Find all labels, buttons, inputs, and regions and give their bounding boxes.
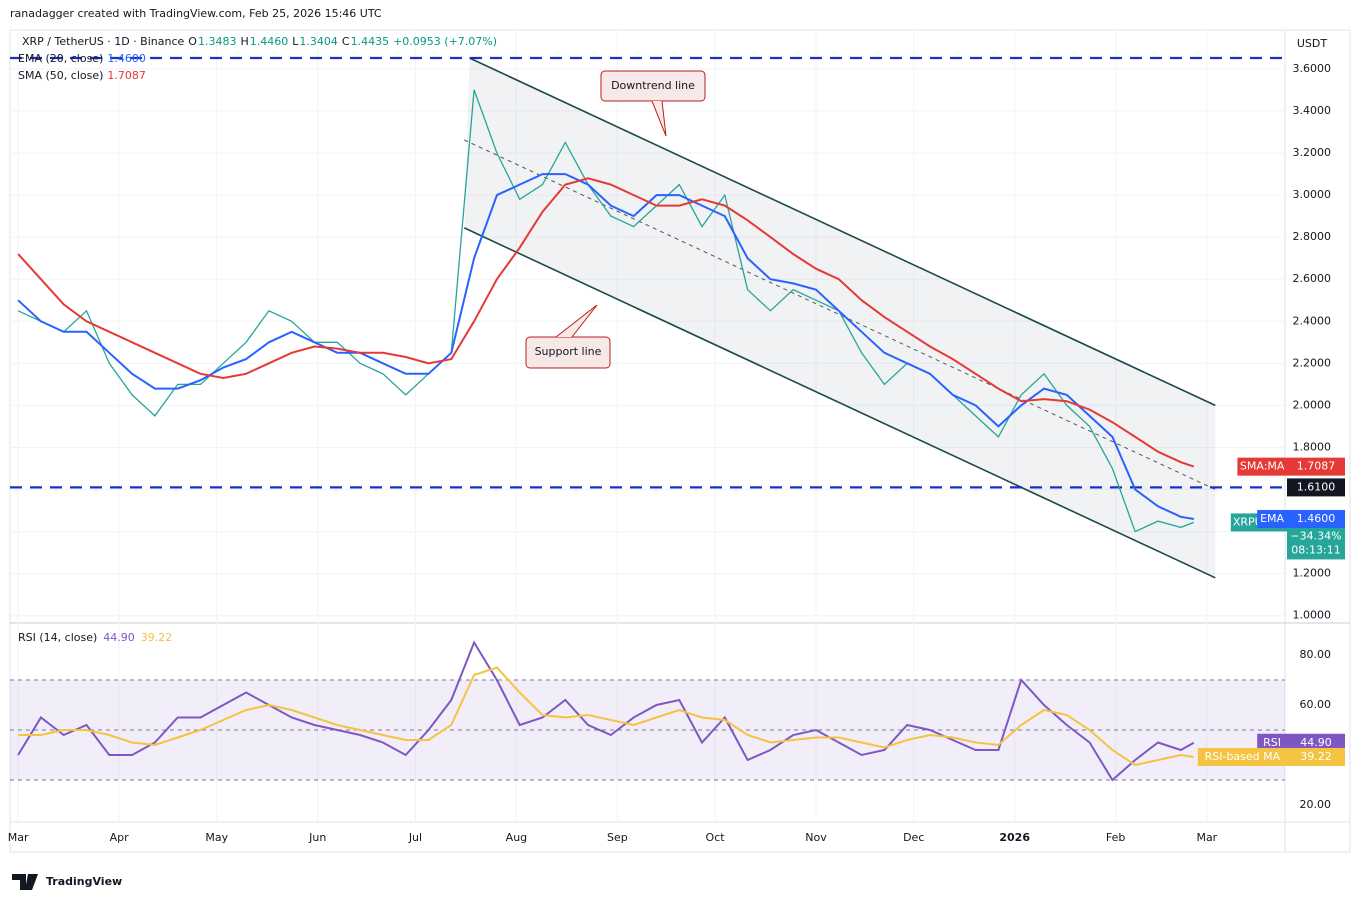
- series-tag: [1257, 509, 1287, 528]
- y-tick-label: 80.00: [1300, 648, 1332, 661]
- ohlc-value: 1.4435: [351, 35, 390, 48]
- series-tag: [1257, 733, 1287, 752]
- ohlc-label: H: [240, 35, 248, 48]
- value-tag: [1287, 747, 1345, 766]
- ohlc-value: 1.4460: [250, 35, 289, 48]
- y-tick-label: 2.2000: [1293, 356, 1332, 369]
- callout-text: Support line: [535, 345, 602, 358]
- indicator-legend: SMA (50, close) 1.7087: [18, 69, 146, 82]
- level-label: 1.6100: [1297, 480, 1336, 493]
- logo: TradingView: [12, 874, 122, 890]
- series-line: [17, 89, 1195, 533]
- value-tag-label: 39.22: [1300, 750, 1332, 763]
- trend-line: [463, 227, 1216, 579]
- series-tag: [1197, 747, 1287, 766]
- y-tick-label: 3.2000: [1293, 146, 1332, 159]
- y-tick-label: 3.6000: [1293, 62, 1332, 75]
- callout-downtrend: Downtrend line: [600, 70, 706, 137]
- rsi-legend-value: 44.90: [103, 631, 135, 644]
- x-tick-label: Mar: [1196, 831, 1217, 844]
- logo-mark: [12, 874, 38, 890]
- value-tag: [1287, 509, 1345, 528]
- symbol: XRP / TetherUS · 1D · Binance: [22, 35, 185, 48]
- value-tag: [1287, 733, 1345, 752]
- y-tick-label: 3.0000: [1293, 188, 1332, 201]
- channel-fill: [464, 57, 1216, 578]
- series-tag-name: RSI: [1263, 736, 1281, 749]
- logo-text: TradingView: [46, 875, 122, 888]
- rsi-legend: RSI (14, close) 44.90 39.22: [18, 631, 172, 644]
- indicator-name: SMA (50, close): [18, 69, 103, 82]
- x-tick-label: Mar: [8, 831, 29, 844]
- value-tag-label: 1.4600: [1297, 512, 1336, 525]
- rsi-title: RSI (14, close): [18, 631, 97, 644]
- indicator-value: 1.7087: [107, 69, 146, 82]
- x-tick-label: May: [205, 831, 228, 844]
- y-tick-label: 1.8000: [1293, 440, 1332, 453]
- series-tag-name: EMA: [1260, 512, 1284, 525]
- callout-text: Downtrend line: [611, 79, 695, 92]
- trend-line: [469, 57, 1216, 407]
- ohlc-label: C: [342, 35, 350, 48]
- callout-pointer: [555, 304, 598, 338]
- x-tick-label: Apr: [110, 831, 130, 844]
- value-tag-change: −34.34%: [1290, 529, 1341, 542]
- value-tag-countdown: 08:13:11: [1291, 543, 1340, 556]
- plot: Mar Apr May Jun Jul Aug Sep Oct Nov Dec 2026 Feb Mar…: [8, 30, 1345, 844]
- y-tick-label: 1.0000: [1293, 609, 1332, 622]
- ohlc-value: 1.3404: [299, 35, 338, 48]
- series-line: [17, 177, 1195, 468]
- credit: ranadagger created with TradingView.com,…: [10, 7, 382, 20]
- indicator-name: EMA (20, close): [18, 52, 103, 65]
- value-tag-label: 1.7087: [1297, 460, 1336, 473]
- callout-pointer: [651, 100, 667, 137]
- x-tick-label: 2026: [999, 831, 1030, 844]
- y-tick-label: 1.2000: [1293, 567, 1332, 580]
- frame: [9, 29, 1351, 853]
- x-tick-label: Oct: [706, 831, 726, 844]
- x-tick-label: Nov: [805, 831, 827, 844]
- y-tick-label: 2.4000: [1293, 314, 1332, 327]
- ohlc-label: L: [292, 35, 299, 48]
- value-tag-label: 44.90: [1300, 736, 1332, 749]
- rsi-legend-value: 39.22: [141, 631, 173, 644]
- series-line: [17, 173, 1194, 520]
- indicator-legend: EMA (20, close) 1.4600: [18, 52, 146, 65]
- y-tick-label: 2.6000: [1293, 272, 1332, 285]
- change: +0.0953 (+7.07%): [393, 35, 497, 48]
- x-tick-label: Sep: [607, 831, 628, 844]
- y-tick-label: 20.00: [1300, 798, 1332, 811]
- x-tick-label: Dec: [903, 831, 924, 844]
- y-tick-label: 2.8000: [1293, 230, 1332, 243]
- y-tick-label: 2.0000: [1293, 398, 1332, 411]
- series-tag: [1237, 457, 1287, 476]
- x-tick-label: Jul: [408, 831, 422, 844]
- series-line: [17, 640, 1195, 782]
- x-tick-label: Aug: [506, 831, 527, 844]
- ohlc-label: O: [188, 35, 197, 48]
- x-tick-label: Jun: [308, 831, 326, 844]
- level-tag: [1287, 478, 1345, 497]
- x-tick-label: Feb: [1106, 831, 1125, 844]
- y-tick-label: 3.4000: [1293, 104, 1332, 117]
- currency-box: [1290, 34, 1345, 54]
- indicator-value: 1.4600: [107, 52, 146, 65]
- series-line: [18, 666, 1194, 767]
- legend-symbol: XRP / TetherUS · 1D · Binance O1.3483 H1.4…: [22, 35, 497, 48]
- value-tag: [1287, 457, 1345, 476]
- ohlc-value: 1.3483: [198, 35, 237, 48]
- series-tag-name: RSI-based MA: [1205, 750, 1281, 763]
- trend-line: [464, 139, 1216, 490]
- series-tag-name: SMA:MA: [1240, 460, 1285, 473]
- currency: USDT: [1297, 37, 1328, 50]
- y-tick-label: 60.00: [1300, 698, 1332, 711]
- callout-support: Support line: [525, 304, 611, 369]
